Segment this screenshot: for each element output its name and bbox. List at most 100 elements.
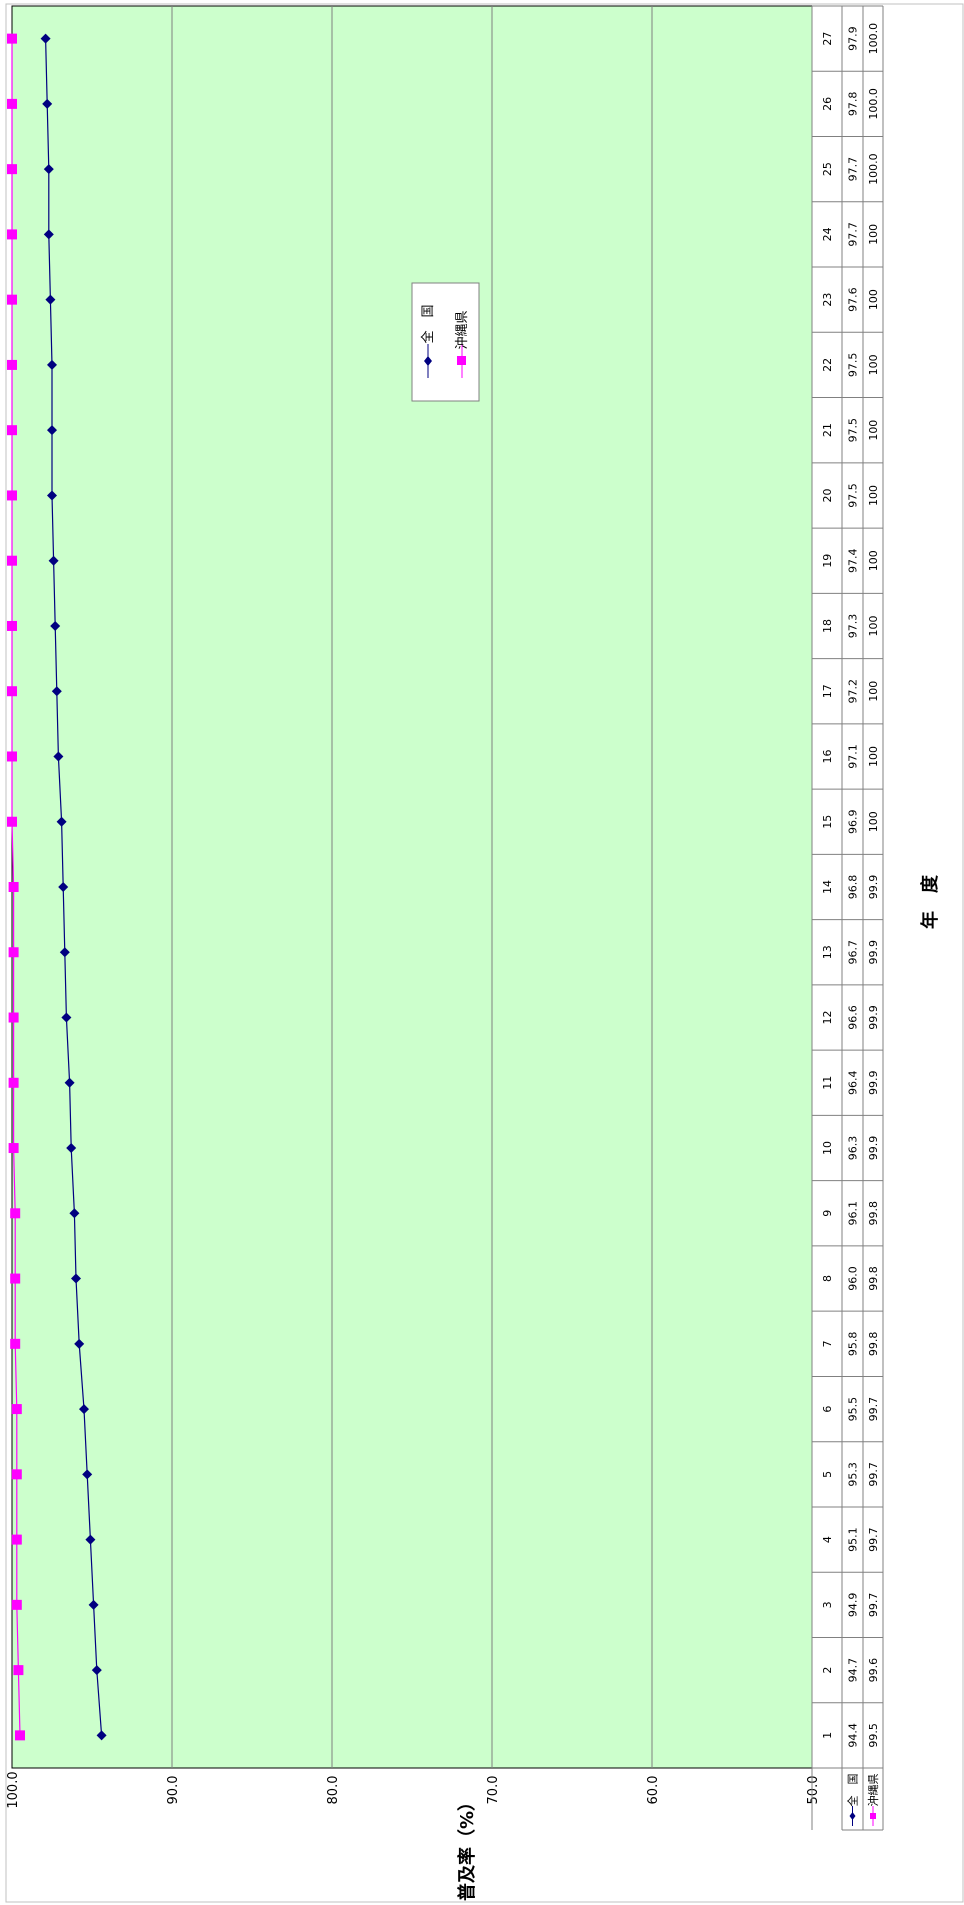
data-point [7,229,17,240]
data-point [69,1208,80,1219]
y-tick-label: 50.0 [806,1776,821,1805]
data-point [8,1077,19,1088]
table-value: 100 [867,681,880,702]
data-point [11,1534,22,1545]
data-point [61,1012,72,1023]
y-tick-label: 70.0 [486,1776,501,1805]
table-value: 97.9 [847,26,860,51]
y-tick-label: 90.0 [166,1776,181,1805]
x-tick-label: 24 [821,227,834,241]
table-value: 99.9 [867,1071,880,1096]
y-axis-title: 普及率（%） [456,1793,478,1901]
x-tick-label: 15 [821,815,834,829]
data-point [53,751,64,762]
table-value: 97.3 [847,614,860,639]
table-value: 97.6 [847,287,860,312]
table-series-key-marker [849,1812,856,1820]
x-tick-label: 26 [821,97,834,111]
data-point [13,1665,24,1676]
legend-label-zenkoku: 全 国 [420,304,436,343]
table-value: 94.9 [847,1593,860,1618]
x-axis-title: 年 度 [919,874,941,929]
table-value: 99.5 [867,1723,880,1748]
table-value: 96.0 [847,1266,860,1291]
data-point [96,1730,107,1741]
data-point [64,1077,75,1088]
data-point [7,294,17,305]
data-point [71,1273,81,1284]
table-value: 99.8 [867,1332,880,1357]
data-point [10,1338,21,1349]
table-value: 100.0 [867,153,880,185]
data-point [47,490,57,501]
table-value: 96.7 [847,940,860,965]
data-point [51,686,62,697]
table-series-name: 沖縄県 [866,1774,880,1807]
data-point [45,294,56,305]
data-point [11,1469,22,1480]
table-value: 95.5 [847,1397,860,1422]
data-point [56,816,67,827]
data-point [10,1208,21,1219]
legend-marker-okinawa [457,356,466,365]
x-tick-label: 20 [821,488,834,502]
x-tick-label: 4 [821,1536,834,1543]
x-tick-label: 5 [821,1471,834,1478]
table-value: 97.5 [847,483,860,508]
gridlines [171,6,653,1768]
data-point [10,1273,21,1284]
table-value: 96.8 [847,875,860,900]
table-value: 97.8 [847,92,860,117]
x-tick-label: 9 [821,1210,834,1217]
data-point [11,1404,22,1415]
table-value: 99.8 [867,1201,880,1226]
x-tick-label: 3 [821,1601,834,1608]
table-value: 100.0 [867,23,880,55]
data-point [11,1599,22,1610]
data-point [8,947,19,958]
data-point [7,490,17,501]
data-point [15,1730,25,1741]
data-point [8,882,19,892]
x-tick-label: 27 [821,32,834,46]
data-point [7,33,17,44]
table-series-name: 全 国 [846,1774,860,1807]
data-table: 1234567891011121314151617181920212223242… [811,5,884,1831]
data-point [50,620,61,631]
table-value: 99.9 [867,940,880,965]
y-tick-label: 60.0 [646,1776,661,1805]
data-point [7,751,17,762]
table-value: 99.7 [867,1527,880,1552]
table-series-key-marker [870,1813,876,1819]
table-value: 99.7 [867,1397,880,1422]
data-point [7,164,17,175]
table-value: 96.9 [847,809,860,834]
series [7,33,107,1741]
x-tick-label: 22 [821,358,834,372]
data-point [43,164,54,175]
x-tick-label: 11 [821,1076,834,1090]
table-value: 100 [867,550,880,571]
data-point [7,816,17,827]
table-value: 94.4 [847,1723,860,1748]
table-value: 96.1 [847,1201,860,1226]
data-point [7,425,17,436]
data-point [48,555,59,566]
table-value: 97.1 [847,744,860,769]
data-point [47,359,57,370]
legend-box [411,282,480,402]
table-value: 100 [867,615,880,636]
legend-marker-zenkoku [424,356,432,366]
data-point [74,1338,85,1349]
table-value: 97.4 [847,548,860,573]
data-point [91,1665,102,1676]
y-tick-label: 100.0 [6,1771,21,1808]
x-tick-label: 21 [821,423,834,437]
table-value: 100.0 [867,88,880,120]
x-tick-label: 17 [821,684,834,698]
table-value: 96.6 [847,1005,860,1030]
table-value: 97.7 [847,222,860,247]
table-value: 99.7 [867,1593,880,1618]
table-value: 97.7 [847,157,860,182]
table-value: 99.9 [867,1136,880,1161]
